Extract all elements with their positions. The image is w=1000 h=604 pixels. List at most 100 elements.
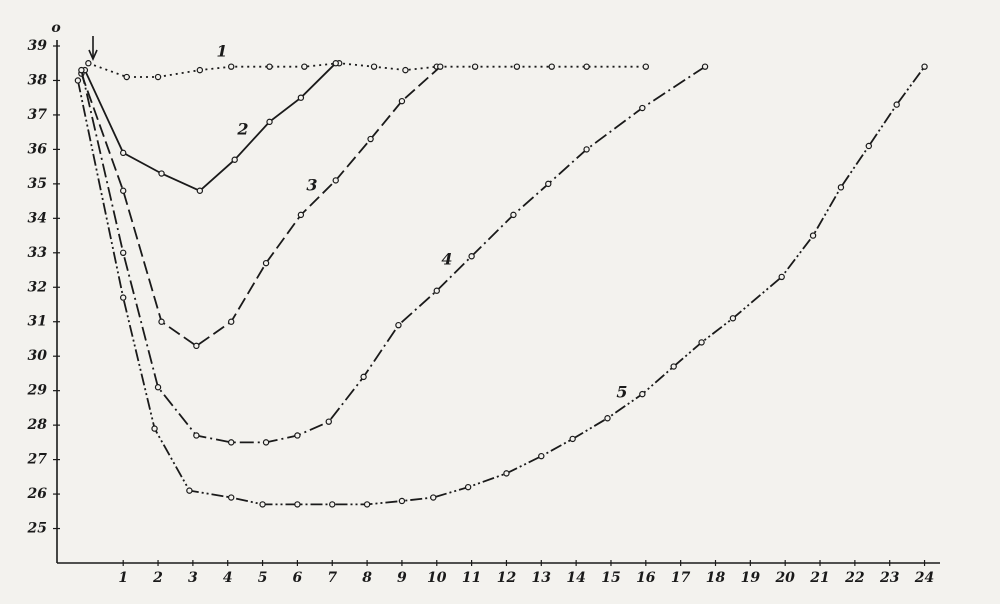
point bbox=[325, 418, 332, 425]
point bbox=[266, 118, 273, 126]
point bbox=[196, 187, 204, 194]
curve-label: 5 bbox=[616, 383, 627, 402]
point bbox=[513, 63, 521, 70]
curve-label: 3 bbox=[306, 176, 317, 195]
point bbox=[228, 63, 235, 70]
x-tick-label: 17 bbox=[671, 570, 691, 586]
point bbox=[297, 211, 305, 219]
y-tick-label: 31 bbox=[28, 314, 47, 330]
point bbox=[865, 142, 873, 150]
point bbox=[468, 253, 475, 260]
point bbox=[370, 63, 378, 70]
point bbox=[729, 315, 737, 322]
point bbox=[360, 373, 367, 381]
point bbox=[332, 177, 339, 184]
point bbox=[193, 432, 200, 439]
y-tick-label: 38 bbox=[28, 72, 48, 88]
y-tick-label: 26 bbox=[27, 486, 48, 502]
curve-label: 2 bbox=[236, 120, 248, 139]
point bbox=[670, 363, 677, 370]
y-tick-label: 39 bbox=[28, 38, 48, 54]
point bbox=[119, 187, 127, 194]
point bbox=[329, 501, 336, 508]
point bbox=[301, 63, 308, 70]
point bbox=[262, 259, 270, 267]
x-tick-label: 15 bbox=[601, 570, 620, 586]
point bbox=[158, 170, 165, 177]
y-tick-label: 27 bbox=[27, 452, 48, 468]
point bbox=[642, 63, 650, 70]
x-tick-label: 7 bbox=[327, 570, 337, 586]
y-tick-label: 37 bbox=[28, 107, 48, 123]
point bbox=[78, 66, 85, 74]
x-tick-label: 9 bbox=[397, 570, 407, 586]
point bbox=[367, 135, 374, 143]
point bbox=[123, 73, 130, 81]
point bbox=[778, 273, 785, 281]
point bbox=[503, 470, 510, 477]
point bbox=[437, 63, 444, 70]
point bbox=[402, 66, 409, 74]
y-tick-label: 25 bbox=[27, 521, 47, 537]
point bbox=[837, 184, 845, 191]
y-tick-label: 33 bbox=[28, 245, 48, 261]
x-tick-label: 3 bbox=[188, 570, 198, 586]
point bbox=[228, 494, 235, 501]
point bbox=[538, 452, 545, 460]
curve bbox=[88, 62, 646, 78]
point bbox=[228, 318, 235, 325]
point bbox=[119, 294, 127, 301]
point bbox=[297, 94, 305, 101]
point bbox=[430, 494, 437, 501]
point bbox=[701, 63, 709, 70]
x-tick-label: 22 bbox=[844, 570, 865, 586]
point bbox=[471, 63, 479, 70]
point bbox=[545, 180, 552, 188]
curve bbox=[84, 62, 337, 192]
point bbox=[398, 97, 406, 105]
point bbox=[921, 63, 928, 70]
y-tick-label: 29 bbox=[27, 383, 48, 399]
curve-label: 1 bbox=[216, 42, 227, 61]
point bbox=[464, 483, 472, 491]
point bbox=[85, 60, 92, 67]
point bbox=[228, 439, 235, 446]
point bbox=[332, 60, 339, 67]
x-tick-label: 4 bbox=[223, 570, 233, 586]
x-tick-label: 8 bbox=[362, 570, 372, 586]
point bbox=[266, 63, 273, 70]
x-tick-label: 12 bbox=[497, 570, 517, 586]
x-tick-label: 1 bbox=[118, 570, 128, 586]
x-tick-label: 11 bbox=[462, 570, 481, 586]
point bbox=[510, 211, 517, 219]
point bbox=[294, 432, 301, 439]
point bbox=[151, 425, 158, 432]
point bbox=[74, 77, 82, 84]
curve-label: 4 bbox=[441, 250, 452, 269]
point bbox=[398, 497, 406, 505]
y-tick-label: 28 bbox=[27, 417, 48, 433]
y-tick-label: 34 bbox=[28, 210, 47, 226]
point bbox=[433, 287, 440, 294]
y-tick-label: 35 bbox=[28, 176, 47, 192]
point bbox=[583, 63, 590, 70]
point bbox=[395, 321, 402, 329]
point bbox=[262, 439, 270, 446]
x-tick-label: 10 bbox=[427, 570, 447, 586]
y-unit: o bbox=[51, 20, 60, 36]
point bbox=[809, 232, 817, 239]
point bbox=[154, 73, 162, 81]
x-tick-label: 5 bbox=[258, 570, 268, 586]
point bbox=[548, 63, 555, 70]
point bbox=[119, 149, 127, 157]
x-tick-label: 16 bbox=[636, 570, 656, 586]
point bbox=[154, 384, 162, 391]
x-tick-label: 14 bbox=[566, 570, 585, 586]
point bbox=[294, 501, 301, 508]
point bbox=[639, 390, 646, 398]
x-tick-label: 20 bbox=[774, 570, 795, 586]
point bbox=[893, 101, 900, 108]
point bbox=[583, 146, 590, 153]
